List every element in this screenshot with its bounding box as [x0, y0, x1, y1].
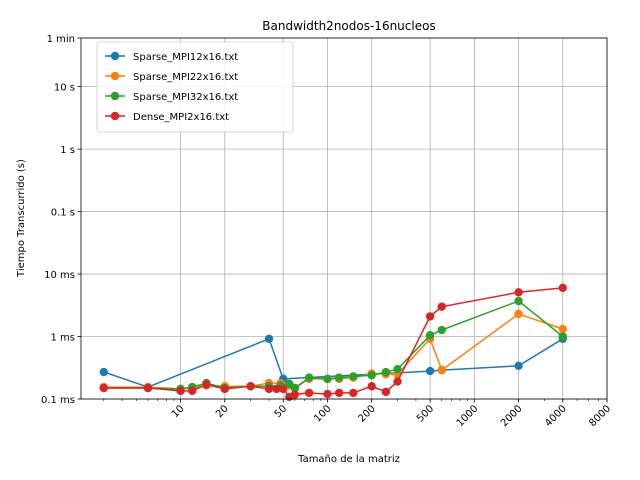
legend-label: Sparse_MPI22x16.txt: [133, 72, 238, 83]
chart-title: Bandwidth2nodos-16nucleos: [262, 19, 435, 33]
data-point: [514, 296, 523, 306]
data-point: [514, 309, 523, 319]
data-point: [264, 384, 274, 394]
data-point: [202, 380, 211, 389]
y-tick-label: 1 s: [60, 145, 75, 156]
data-point: [143, 383, 153, 393]
data-point: [323, 389, 332, 399]
data-point: [279, 384, 288, 394]
data-point: [290, 390, 300, 399]
data-point: [437, 365, 446, 375]
data-point: [304, 388, 314, 398]
data-point: [272, 384, 281, 394]
data-point: [349, 372, 358, 381]
data-point: [425, 366, 435, 376]
data-point: [367, 371, 376, 380]
data-point: [514, 361, 523, 370]
y-tick-label: 1 ms: [51, 333, 76, 344]
legend-swatch-marker: [110, 71, 120, 81]
y-tick-label: 10 ms: [44, 270, 75, 281]
data-point: [99, 367, 108, 377]
data-point: [558, 324, 567, 334]
y-tick-label: 10 s: [54, 83, 75, 94]
data-point: [334, 373, 344, 382]
data-point: [264, 334, 274, 343]
data-point: [558, 332, 567, 341]
data-point: [290, 383, 300, 393]
legend-label: Sparse_MPI32x16.txt: [133, 92, 238, 103]
data-point: [381, 367, 391, 377]
y-tick-label: 0.1 s: [51, 208, 75, 219]
data-point: [393, 377, 402, 386]
data-point: [425, 330, 435, 340]
legend: Sparse_MPI12x16.txt Sparse_MPI22x16.txt Sp…: [96, 41, 294, 133]
data-point: [514, 288, 523, 297]
data-point: [393, 364, 402, 374]
series-line: [103, 300, 564, 390]
legend-swatch-marker: [110, 51, 120, 61]
data-point: [187, 386, 197, 396]
legend-label: Dense_MPI2x16.txt: [133, 112, 229, 123]
plot-frame: [80, 37, 608, 400]
data-point: [558, 283, 567, 293]
legend-swatch-marker: [110, 91, 120, 101]
data-point: [367, 382, 376, 391]
legend-box: [96, 41, 294, 133]
data-point: [304, 373, 314, 382]
y-axis-title: Tiempo Transcurrido (s): [16, 159, 27, 278]
data-point: [220, 384, 229, 394]
legend-swatch-marker: [110, 111, 120, 121]
series-layer: [99, 283, 567, 402]
data-point: [99, 383, 108, 393]
legend-item: Dense_MPI2x16.txt: [105, 111, 229, 123]
data-point: [323, 374, 332, 384]
data-point: [381, 387, 391, 397]
y-tick-label: 0.1 ms: [41, 395, 75, 406]
data-point: [176, 386, 185, 396]
series-3: [99, 283, 567, 402]
x-axis-title: Tamaño de la matriz: [297, 454, 400, 465]
y-tick-label: 1 min: [47, 34, 75, 45]
data-point: [437, 302, 446, 311]
data-point: [246, 382, 255, 391]
legend-item: Sparse_MPI22x16.txt: [105, 71, 238, 83]
data-point: [334, 388, 344, 398]
data-point: [437, 325, 446, 335]
data-point: [425, 312, 435, 321]
data-point: [349, 388, 358, 398]
legend-item: Sparse_MPI12x16.txt: [105, 51, 238, 63]
legend-item: Sparse_MPI32x16.txt: [105, 91, 238, 103]
legend-label: Sparse_MPI12x16.txt: [133, 52, 238, 63]
